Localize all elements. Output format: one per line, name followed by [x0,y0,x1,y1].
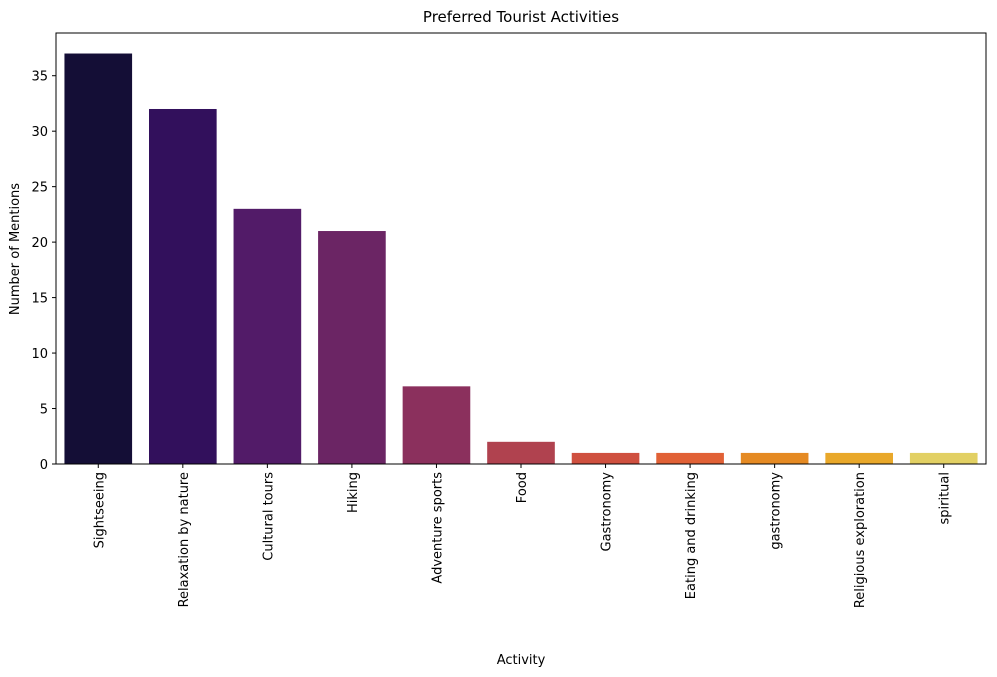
y-tick-label: 30 [31,125,48,140]
bars-group [64,53,978,465]
bar-3 [318,231,386,464]
x-tick-label: gastronomy [769,472,784,550]
bar-7 [656,452,724,464]
x-tick-label: Adventure sports [430,472,445,584]
y-tick-label: 15 [31,292,48,307]
plot-frame [55,32,987,465]
y-tick-label: 35 [31,70,48,85]
bar-4 [402,386,471,464]
y-tick-label: 5 [40,403,48,418]
x-tick-label: Relaxation by nature [177,472,192,607]
x-axis: Sightseeing Relaxation by nature Cultural … [92,464,953,608]
x-tick-label: Hiking [346,472,361,513]
x-tick-label: Eating and drinking [684,472,699,599]
x-tick-label: Gastronomy [600,472,615,552]
bar-9 [825,452,893,464]
bar-1 [149,108,217,465]
y-tick-label: 25 [31,181,48,196]
bar-8 [740,452,809,464]
x-axis-title: Activity [497,653,546,668]
x-tick-label: spiritual [938,472,953,525]
x-tick-label: Cultural tours [261,472,276,561]
y-axis: 0 5 10 15 20 25 30 35 [31,70,56,473]
bar-10 [909,452,978,464]
chart-title: Preferred Tourist Activities [423,8,619,26]
y-tick-label: 20 [31,236,48,251]
bar-5 [487,441,555,464]
bar-0 [64,53,133,465]
y-axis-title: Number of Mentions [8,183,23,315]
bar-6 [571,452,640,464]
bar-2 [233,208,302,464]
y-tick-label: 10 [31,347,48,362]
x-tick-label: Food [515,472,530,503]
x-tick-label: Sightseeing [92,472,107,548]
x-tick-label: Religious exploration [853,472,868,608]
y-tick-label: 0 [40,458,48,473]
